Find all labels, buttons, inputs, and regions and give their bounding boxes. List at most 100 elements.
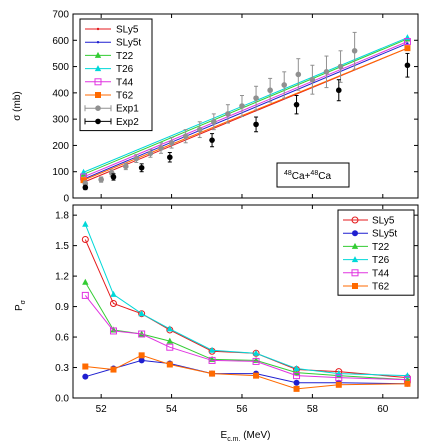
y-tick-label: 100 [52, 167, 69, 178]
data-point [295, 71, 302, 78]
data-point [82, 184, 89, 191]
data-point [309, 76, 316, 83]
data-point [253, 95, 259, 101]
legend-item: SLy5t [85, 38, 141, 49]
data-point [123, 163, 129, 170]
data-point [133, 155, 140, 162]
legend-item: T22 [85, 51, 134, 62]
points-exp2 [82, 52, 411, 191]
y-tick-label: 300 [52, 115, 69, 126]
series-point [109, 300, 117, 308]
data-point [404, 62, 411, 69]
legend-label: T22 [372, 242, 390, 253]
series-point [252, 349, 260, 356]
legend-item: T62 [85, 91, 134, 102]
data-point [335, 87, 342, 94]
data-point [323, 69, 330, 75]
data-point [293, 101, 300, 108]
series-point [82, 373, 89, 380]
legend-label: T26 [372, 255, 390, 266]
legend: SLy5 SLy5t T22 T26 T44 T62 [337, 209, 415, 296]
legend-marker [96, 27, 100, 31]
series-point [293, 379, 300, 386]
legend-marker [94, 51, 102, 58]
series-point [80, 177, 87, 184]
x-axis-label: Ec.m. (MeV) [221, 430, 271, 443]
series-point [293, 372, 301, 380]
legend-label: T44 [116, 77, 134, 88]
y-tick-label: 500 [52, 62, 69, 73]
series-line [83, 38, 408, 175]
data-point [239, 103, 245, 109]
legend-label: T26 [116, 64, 134, 75]
legend-item: SLy5 [85, 25, 139, 36]
legend-item: T22 [343, 242, 390, 253]
plot-frame [72, 204, 419, 399]
x-tick-label: 56 [236, 404, 248, 415]
legend-label: T62 [116, 91, 134, 102]
y-axis-label: Pσ [14, 299, 27, 311]
legend-marker [351, 256, 359, 263]
legend-marker [94, 65, 102, 72]
series-sly5t [82, 357, 411, 387]
series-point [110, 366, 117, 373]
legend-label: T22 [116, 51, 134, 62]
series-point [138, 330, 146, 338]
series-point [209, 370, 216, 377]
legend-label: Exp2 [116, 117, 139, 128]
legend-marker [95, 92, 101, 98]
series-line [84, 295, 408, 381]
series-point [293, 365, 300, 372]
legend-item: T62 [343, 282, 390, 293]
legend-item: T44 [85, 77, 134, 88]
legend-item: Exp2 [84, 117, 139, 128]
legend-box [337, 209, 415, 296]
series-point [138, 310, 145, 317]
series-point [406, 42, 409, 45]
series-point [81, 291, 89, 299]
legend-label: T44 [372, 268, 390, 279]
y-tick-label: 1.5 [55, 241, 69, 252]
series-point [253, 372, 260, 379]
legend-marker [95, 105, 101, 111]
legend: SLy5 SLy5t T22 T26 T44 T62 Exp1 Exp2 [79, 18, 153, 132]
y-tick-label: 0.3 [55, 363, 69, 374]
y-tick-label: 700 [52, 10, 69, 21]
x-tick-label: 52 [96, 404, 108, 415]
legend-marker [351, 269, 359, 277]
legend-item: T26 [85, 64, 134, 75]
series-point [208, 346, 216, 353]
series-t44 [81, 291, 411, 384]
y-tick-label: 0 [63, 194, 69, 205]
series-point [208, 356, 216, 364]
x-tick-label: 58 [307, 404, 319, 415]
data-point [337, 63, 344, 70]
series-line [85, 359, 408, 385]
series-point [138, 357, 145, 364]
data-point [211, 118, 217, 125]
legend-label: Exp1 [116, 104, 139, 115]
data-point [196, 126, 203, 133]
y-tick-label: 200 [52, 141, 69, 152]
y-tick-label: 0.9 [55, 302, 69, 313]
y-tick-label: 0.6 [55, 333, 69, 344]
legend-box [79, 18, 153, 132]
series-point [293, 385, 300, 392]
series-point [335, 374, 343, 382]
data-point [281, 82, 288, 88]
legend-item: SLy5t [343, 229, 397, 240]
y-axis-label: σ (mb) [12, 91, 23, 121]
series-t62 [82, 352, 411, 392]
points-exp1 [82, 31, 358, 187]
data-point [98, 176, 104, 183]
legend-label: SLy5 [116, 25, 139, 36]
series-line [84, 281, 408, 381]
data-point [253, 121, 259, 128]
data-point [110, 174, 117, 180]
data-point [351, 48, 358, 54]
series-point [166, 325, 174, 332]
cross-section-panel: 0 100 200 300 400 500 600 700 σ (mb) SLy5 SLy5t T22… [12, 10, 419, 205]
series-point [80, 168, 87, 175]
legend-marker [351, 216, 359, 224]
reaction-label-box [276, 162, 350, 188]
